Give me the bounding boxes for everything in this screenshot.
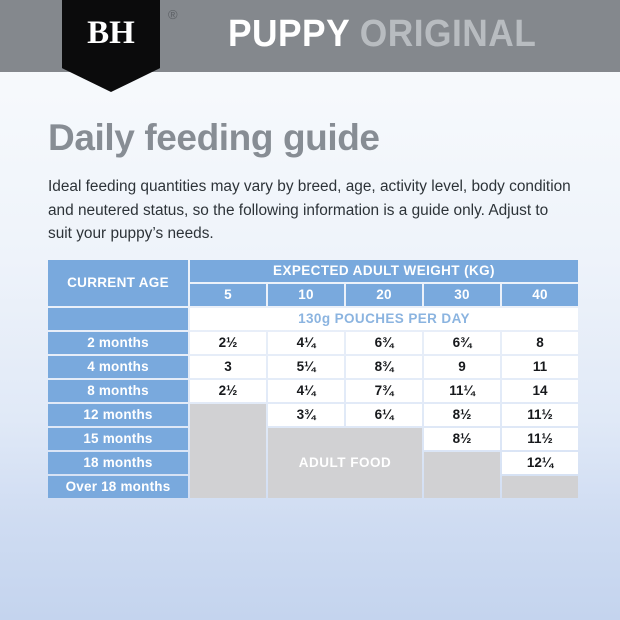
page-title: Daily feeding guide: [48, 117, 380, 158]
cell-18-months-40: 12¼: [502, 452, 578, 474]
cell-2-months-10: 4¼: [268, 332, 344, 354]
age-label-15-months: 15 months: [48, 428, 188, 450]
cell-12-months-20: 6¼: [346, 404, 422, 426]
weight-column-header-30: 30: [424, 284, 500, 306]
age-label-12-months: 12 months: [48, 404, 188, 426]
cell-8-months-40: 14: [502, 380, 578, 402]
cell-8-months-30: 11¼: [424, 380, 500, 402]
current-age-header: CURRENT AGE: [48, 260, 188, 306]
grey-filler-cell: [502, 476, 578, 498]
cell-8-months-5: 2½: [190, 380, 266, 402]
grey-filler-cell: [190, 404, 266, 498]
weight-columns-row: 5 10 20 30 40: [48, 284, 578, 306]
expected-adult-weight-header: EXPECTED ADULT WEIGHT (KG): [190, 260, 578, 282]
cell-12-months-40: 11½: [502, 404, 578, 426]
cell-12-months-30: 8½: [424, 404, 500, 426]
table-header-row: CURRENT AGE EXPECTED ADULT WEIGHT (KG): [48, 260, 578, 306]
weight-column-header-40: 40: [502, 284, 578, 306]
table-row: 4 months 3 5¼ 8¾ 9 11: [48, 356, 578, 378]
age-label-2-months: 2 months: [48, 332, 188, 354]
age-label-8-months: 8 months: [48, 380, 188, 402]
portion-header-row: 130g POUCHES PER DAY: [48, 308, 578, 330]
feeding-table-container: CURRENT AGE EXPECTED ADULT WEIGHT (KG) 5 10…: [46, 258, 578, 500]
adult-food-block: ADULT FOOD: [268, 428, 422, 498]
weight-column-header-20: 20: [346, 284, 422, 306]
age-label-18-months: 18 months: [48, 452, 188, 474]
cell-15-months-30: 8½: [424, 428, 500, 450]
registered-trademark-icon: ®: [168, 7, 178, 22]
cell-2-months-40: 8: [502, 332, 578, 354]
table-row: 2 months 2½ 4¼ 6¾ 6¾ 8: [48, 332, 578, 354]
age-label-4-months: 4 months: [48, 356, 188, 378]
intro-paragraph: Ideal feeding quantities may vary by bre…: [48, 178, 571, 243]
product-title: PUPPY ORIGINAL: [228, 13, 536, 57]
cell-2-months-20: 6¾: [346, 332, 422, 354]
table-row: 12 months 3¾ 6¼ 8½ 11½: [48, 404, 578, 498]
weight-column-header-10: 10: [268, 284, 344, 306]
cell-4-months-10: 5¼: [268, 356, 344, 378]
cell-4-months-30: 9: [424, 356, 500, 378]
cell-12-months-10: 3¾: [268, 404, 344, 426]
grey-filler-cell: [424, 452, 500, 498]
product-title-secondary: ORIGINAL: [359, 13, 537, 55]
cell-8-months-20: 7¾: [346, 380, 422, 402]
feeding-table: CURRENT AGE EXPECTED ADULT WEIGHT (KG) 5 10…: [46, 258, 580, 500]
cell-15-months-40: 11½: [502, 428, 578, 450]
cell-2-months-30: 6¾: [424, 332, 500, 354]
product-title-primary: PUPPY: [228, 13, 350, 55]
portion-header-label: 130g POUCHES PER DAY: [190, 308, 578, 330]
cell-4-months-5: 3: [190, 356, 266, 378]
cell-4-months-40: 11: [502, 356, 578, 378]
age-label-over-18-months: Over 18 months: [48, 476, 188, 498]
weight-column-header-5: 5: [190, 284, 266, 306]
portion-header-spacer: [48, 308, 188, 330]
table-row: 8 months 2½ 4¼ 7¾ 11¼ 14: [48, 380, 578, 402]
table-row: 15 months ADULT FOOD 8½ 11½: [48, 428, 578, 498]
cell-2-months-5: 2½: [190, 332, 266, 354]
cell-8-months-10: 4¼: [268, 380, 344, 402]
table-row: 18 months 12¼: [48, 452, 578, 498]
table-row: Over 18 months: [48, 476, 578, 498]
brand-logo-text: BH: [87, 15, 135, 51]
cell-4-months-20: 8¾: [346, 356, 422, 378]
